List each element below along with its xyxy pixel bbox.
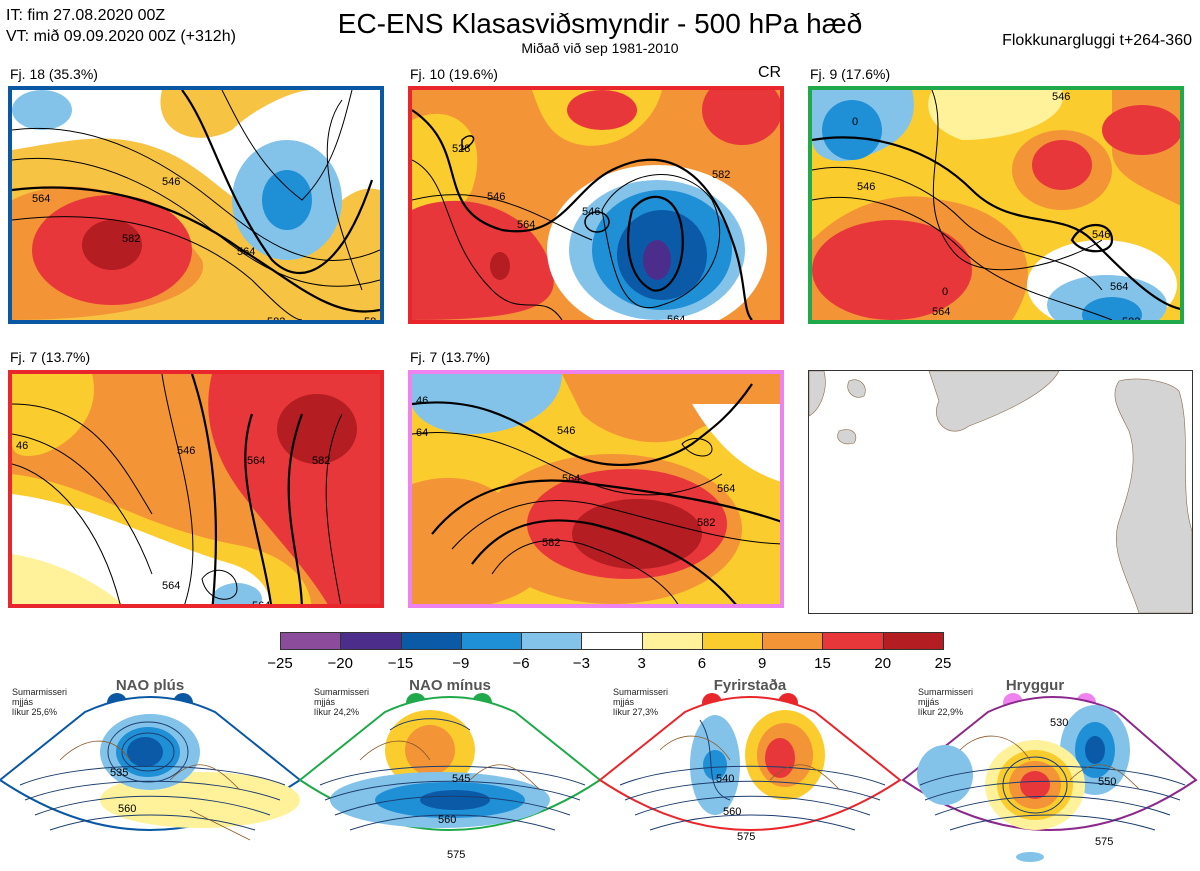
contour-label: 546 xyxy=(857,181,875,193)
contour-label: 564 xyxy=(252,600,270,608)
regime-contour-label: 575 xyxy=(737,831,755,843)
colorbar-tick-label: 20 xyxy=(874,655,891,672)
cluster-map-4[interactable]: 546 564 582 564 564 46 xyxy=(8,370,384,608)
colorbar-tick-label: 3 xyxy=(637,655,645,672)
cluster-map-5[interactable]: 546 564 582 582 564 46 64 xyxy=(408,370,784,608)
contour-label: 46 xyxy=(416,395,428,407)
colorbar-segment xyxy=(280,632,341,650)
colorbar-tick-label: −3 xyxy=(573,655,590,672)
colorbar-tick-label: 15 xyxy=(814,655,831,672)
colorbar-segment xyxy=(401,632,462,650)
colorbar-tick-label: 9 xyxy=(758,655,766,672)
colorbar-tick-label: −15 xyxy=(388,655,413,672)
contour-label: 582 xyxy=(542,537,560,549)
contour-label: 546 xyxy=(582,206,600,218)
contour-label: 564 xyxy=(932,306,950,318)
panel-3-label: Fj. 9 (17.6%) xyxy=(810,66,890,82)
colorbar-segment xyxy=(581,632,642,650)
colorbar-tick-label: 6 xyxy=(698,655,706,672)
regime-contour-label: 560 xyxy=(118,803,136,815)
panel-2-badge: CR xyxy=(758,64,781,82)
regime-contour-label: 575 xyxy=(447,849,465,861)
contour-label: 528 xyxy=(452,143,470,155)
contour-label: 564 xyxy=(162,580,180,592)
contour-label: 582 xyxy=(712,319,730,320)
contour-label: 582 xyxy=(312,455,330,467)
panel-1-label: Fj. 18 (35.3%) xyxy=(10,66,98,82)
colorbar-segment xyxy=(521,632,582,650)
contour-label: 564 xyxy=(667,314,685,320)
panel-4-label: Fj. 7 (13.7%) xyxy=(10,349,90,365)
empty-map-panel xyxy=(808,370,1193,614)
regime-contour-label: 560 xyxy=(438,814,456,826)
contour-label: 546 xyxy=(487,191,505,203)
contour-label: 564 xyxy=(237,246,255,258)
contour-label: 582 xyxy=(1122,316,1140,320)
contour-label: 564 xyxy=(32,193,50,205)
contour-label: 564 xyxy=(1110,281,1128,293)
contour-label: 582 xyxy=(697,517,715,529)
colorbar-segment xyxy=(762,632,823,650)
contour-label: 564 xyxy=(562,473,580,485)
contour-label: 582 xyxy=(267,316,285,320)
contour-label: 546 xyxy=(557,425,575,437)
regime-contour-label: 530 xyxy=(1050,717,1068,729)
colorbar-segment xyxy=(461,632,522,650)
panel-5-label: Fj. 7 (13.7%) xyxy=(410,349,490,365)
regime-map-blocking: 540 560 575 xyxy=(600,697,900,843)
contour-label: 46 xyxy=(16,440,28,452)
contour-label: 546 xyxy=(1052,91,1070,103)
regime-maps: 535 560 545 560 575 540 560 575 xyxy=(0,690,1200,871)
contour-label: 564 xyxy=(247,455,265,467)
regime-contour-label: 560 xyxy=(723,806,741,818)
cluster-map-3[interactable]: 546 564 546 564 582 546 0 0 xyxy=(808,86,1184,324)
regime-contour-label: 535 xyxy=(110,767,128,779)
contour-label: 0 xyxy=(942,286,948,298)
regime-map-nao-minus: 545 560 575 xyxy=(300,697,600,861)
colorbar-tick-label: 25 xyxy=(935,655,952,672)
regime-map-ridge: 530 550 575 xyxy=(903,697,1196,862)
contour-label: 64 xyxy=(416,427,428,439)
colorbar-tick-label: −9 xyxy=(452,655,469,672)
contour-label: 582 xyxy=(712,169,730,181)
contour-label: 0 xyxy=(852,116,858,128)
panel-2-label: Fj. 10 (19.6%) xyxy=(410,66,498,82)
contour-label: 564 xyxy=(717,483,735,495)
contour-label: 58 xyxy=(364,316,376,320)
colorbar-segment xyxy=(822,632,883,650)
regime-contour-label: 575 xyxy=(1095,836,1113,848)
colorbar-tick-label: −20 xyxy=(328,655,353,672)
colorbar-segment xyxy=(883,632,944,650)
contour-label: 546 xyxy=(1092,229,1110,241)
colorbar-tick-label: −25 xyxy=(267,655,292,672)
regime-map-nao-plus: 535 560 xyxy=(0,697,300,840)
window-label: Flokkunargluggi t+264-360 xyxy=(1002,32,1192,50)
regime-contour-label: 545 xyxy=(452,773,470,785)
contour-label: 582 xyxy=(122,233,140,245)
regime-contour-label: 550 xyxy=(1098,776,1116,788)
colorbar-segment xyxy=(642,632,703,650)
contour-label: 546 xyxy=(177,445,195,457)
contour-label: 546 xyxy=(162,176,180,188)
cluster-map-1[interactable]: 546 564 582 564 582 58 xyxy=(8,86,384,324)
cluster-map-2[interactable]: 546 564 546 582 528 564 582 xyxy=(408,86,784,324)
colorbar-segment xyxy=(340,632,401,650)
contour-label: 564 xyxy=(517,219,535,231)
regime-contour-label: 540 xyxy=(716,773,734,785)
colorbar-segment xyxy=(702,632,763,650)
colorbar-tick-label: −6 xyxy=(513,655,530,672)
